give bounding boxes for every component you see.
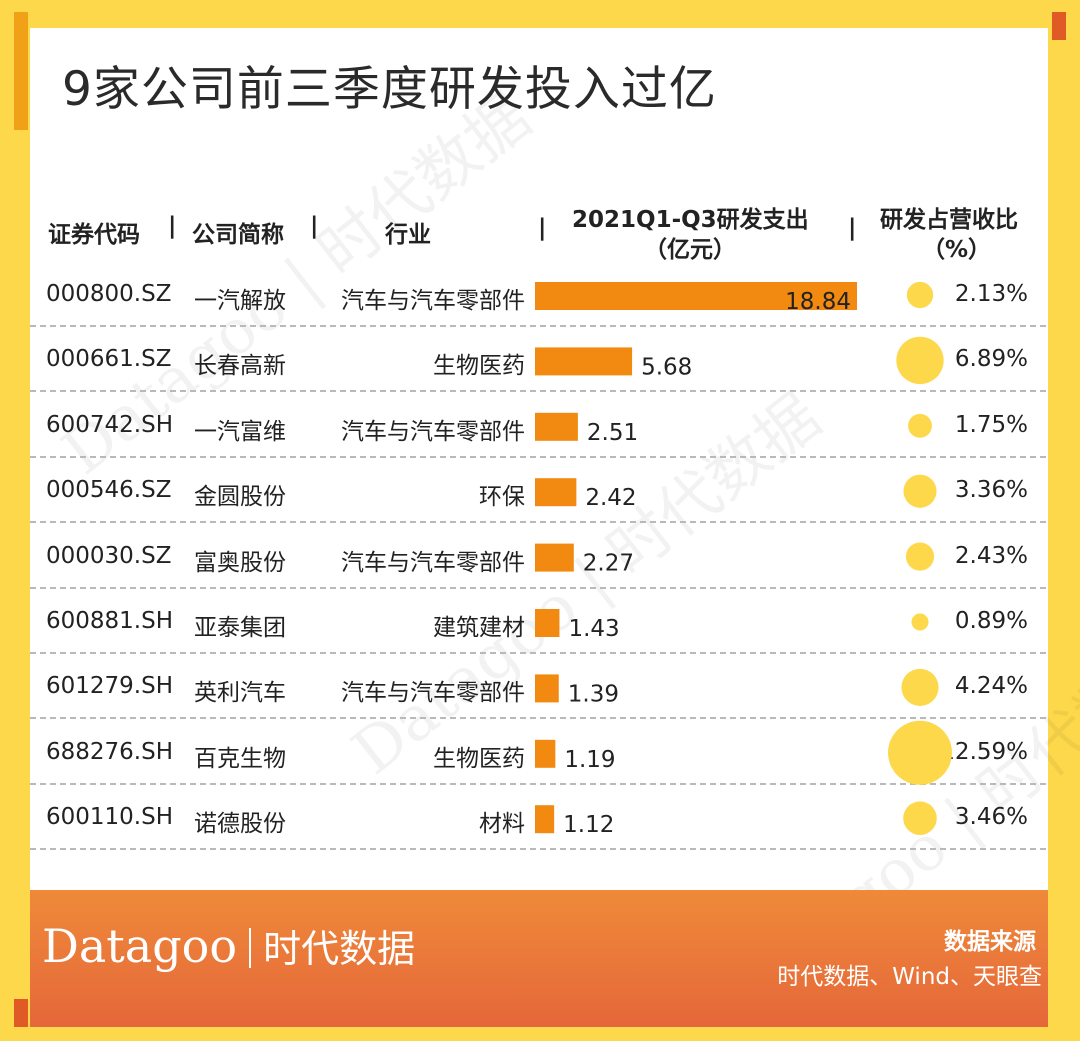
- row-separator: [30, 848, 1046, 851]
- row-industry: 汽车与汽车零部件: [341, 418, 525, 445]
- row-ratio-label: 3.46%: [954, 804, 1028, 831]
- brand-name: Datagoo: [42, 919, 238, 973]
- row-separator: [30, 390, 1046, 393]
- header-spend-unit: （亿元）: [644, 237, 736, 263]
- row-separator: [30, 652, 1046, 654]
- row-name: 长春高新: [194, 353, 286, 380]
- header-spend: 2021Q1-Q3研发支出: [572, 207, 809, 233]
- brand-logo: Datagoo 时代数据: [42, 918, 415, 973]
- row-separator: [30, 717, 1046, 720]
- row-separator: [30, 521, 1046, 524]
- row-ratio-label: 2.43%: [954, 542, 1028, 569]
- row-code: 601279.SH: [46, 673, 174, 700]
- header-divider: |: [168, 213, 177, 239]
- row-code: 688276.SH: [46, 738, 174, 765]
- row-industry: 材料: [479, 811, 525, 838]
- header-code: 证券代码: [48, 222, 140, 248]
- row-ratio-label: 3.36%: [954, 477, 1028, 504]
- row-code: 000030.SZ: [46, 542, 172, 569]
- row-industry: 汽车与汽车零部件: [341, 288, 525, 314]
- footer-band: [30, 890, 1048, 1027]
- row-name: 一汽解放: [194, 288, 286, 314]
- row-name: 英利汽车: [194, 680, 286, 707]
- row-code: 000546.SZ: [46, 477, 172, 504]
- header-name: 公司简称: [192, 222, 284, 248]
- header-ratio-unit: （%）: [922, 237, 992, 263]
- row-ratio-label: 6.89%: [954, 346, 1028, 373]
- row-name: 金圆股份: [194, 484, 286, 511]
- header-divider: |: [848, 215, 857, 241]
- row-ratio-label: 4.24%: [954, 673, 1028, 700]
- row-separator: [30, 455, 1046, 458]
- brand-divider: [249, 928, 252, 968]
- accent-stripe-left: [14, 12, 28, 130]
- row-separator: [30, 782, 1046, 785]
- row-separator: [30, 325, 1046, 327]
- source-title: 数据来源: [944, 929, 1036, 955]
- row-industry: 生物医药: [433, 745, 525, 772]
- accent-stripe-right: [1052, 12, 1066, 40]
- table-card: [30, 28, 1048, 890]
- row-code: 600110.SH: [46, 804, 174, 831]
- row-industry: 汽车与汽车零部件: [341, 549, 525, 576]
- row-code: 000800.SZ: [46, 281, 172, 307]
- row-ratio-label: 2.13%: [954, 281, 1028, 307]
- source-text: 时代数据、Wind、天眼查: [777, 964, 1042, 990]
- row-code: 600881.SH: [46, 608, 174, 634]
- page-title: 9家公司前三季度研发投入过亿: [62, 62, 717, 117]
- header-industry: 行业: [385, 222, 431, 248]
- row-industry: 生物医药: [433, 353, 525, 380]
- row-name: 百克生物: [194, 745, 286, 772]
- row-name: 一汽富维: [194, 418, 286, 445]
- row-ratio-label: 12.59%: [940, 738, 1028, 765]
- row-industry: 环保: [479, 484, 525, 511]
- row-name: 亚泰集团: [194, 615, 286, 641]
- row-industry: 汽车与汽车零部件: [341, 680, 525, 707]
- row-separator: [30, 586, 1046, 589]
- header-ratio: 研发占营收比: [880, 207, 1018, 233]
- row-code: 000661.SZ: [46, 346, 172, 373]
- brand-name-cn: 时代数据: [263, 927, 416, 971]
- header-divider: |: [310, 213, 319, 239]
- row-ratio-label: 0.89%: [954, 608, 1028, 634]
- header-divider: |: [538, 215, 547, 241]
- row-industry: 建筑建材: [433, 615, 525, 641]
- row-code: 600742.SH: [46, 411, 174, 438]
- row-name: 诺德股份: [194, 811, 286, 838]
- accent-stripe-bottom-left: [14, 999, 28, 1027]
- row-ratio-label: 1.75%: [954, 411, 1028, 438]
- accent-stripe-bottom-right: [1052, 997, 1066, 1027]
- row-name: 富奥股份: [194, 549, 286, 576]
